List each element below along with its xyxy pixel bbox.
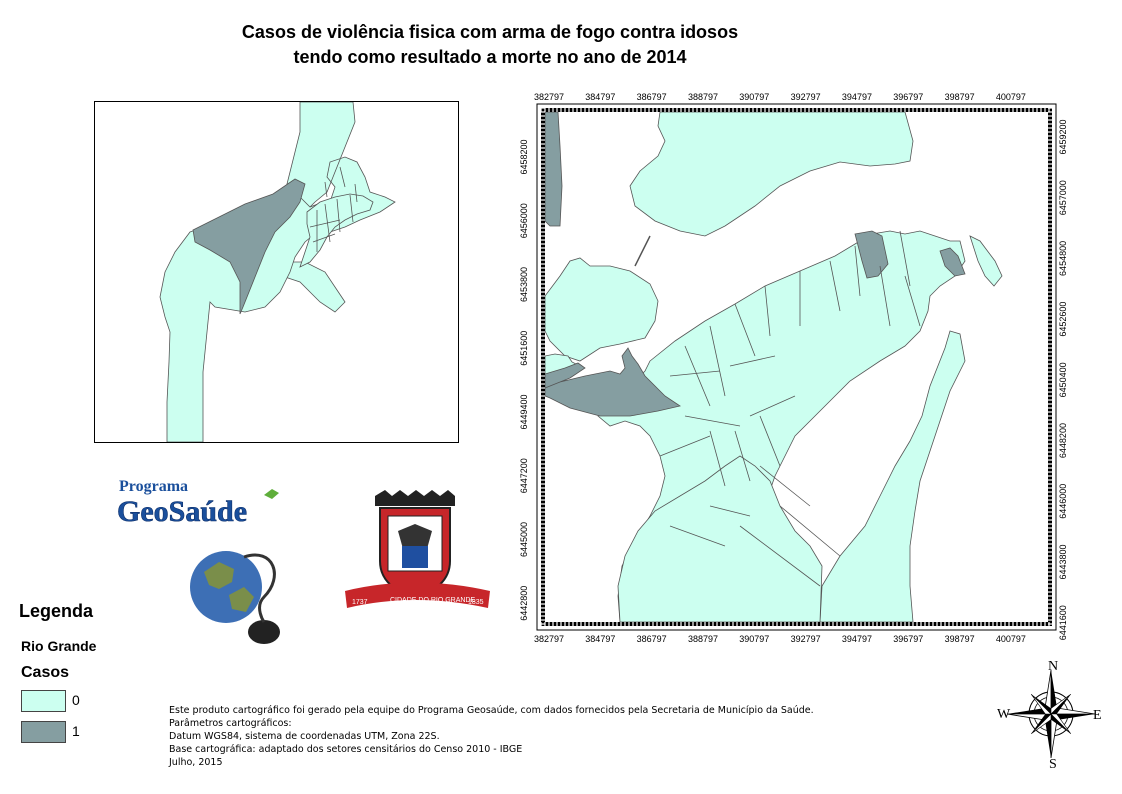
compass-rose-icon: N S E W [997, 659, 1102, 772]
x-label-top: 396797 [893, 92, 923, 102]
compass-n: N [1048, 659, 1058, 674]
x-label-bottom: 384797 [585, 634, 615, 644]
grid-frame-ticks [540, 107, 1052, 626]
mouse-icon [248, 620, 280, 644]
x-label-bottom: 388797 [688, 634, 718, 644]
island-north [629, 112, 914, 237]
city-banner [345, 582, 490, 608]
legend-layer-name: Rio Grande [21, 638, 97, 654]
banner-city-name: CIDADE DO RIO GRANDE [390, 597, 476, 604]
y-label-left: 6445000 [519, 522, 529, 557]
y-label-left: 6442800 [519, 586, 529, 621]
y-label-left: 6458200 [519, 139, 529, 174]
globe-icon [190, 551, 262, 623]
main-map: 382797 384797 386797 388797 390797 392797 3947… [510, 86, 1070, 648]
x-label-bottom: 382797 [534, 634, 564, 644]
x-label-bottom: 396797 [893, 634, 923, 644]
y-label-right: 6441600 [1058, 605, 1068, 640]
logo-geosaude-text: GeoSaúde [117, 495, 247, 528]
coat-of-arms-svg: 1737 CIDADE DO RIO GRANDE 1835 [345, 490, 490, 608]
x-label-bottom: 392797 [791, 634, 821, 644]
credits-line1: Este produto cartográfico foi gerado pel… [169, 705, 814, 716]
legend-heading: Legenda [19, 601, 94, 621]
x-label-top: 398797 [945, 92, 975, 102]
x-label-bottom: 400797 [996, 634, 1026, 644]
y-label-left: 6456000 [519, 203, 529, 238]
banner-year-left: 1737 [352, 599, 368, 606]
x-label-top: 390797 [739, 92, 769, 102]
y-label-right: 6459200 [1058, 119, 1068, 154]
mainland-south-east [819, 330, 966, 622]
credits-line2: Parâmetros cartográficos: [169, 718, 292, 729]
y-label-right: 6443800 [1058, 544, 1068, 579]
legend-label-1: 1 [72, 723, 80, 739]
strip-west-case [545, 112, 563, 227]
geosaude-logo-svg: Programa GeoSaúde [117, 478, 280, 644]
x-label-top: 388797 [688, 92, 718, 102]
main-map-svg: 382797 384797 386797 388797 390797 392797 3947… [519, 92, 1068, 644]
map-credits: Este produto cartográfico foi gerado pel… [169, 704, 814, 769]
x-label-bottom: 390797 [739, 634, 769, 644]
y-label-left: 6451600 [519, 331, 529, 366]
overview-map-svg [159, 101, 396, 443]
y-label-right: 6446000 [1058, 484, 1068, 519]
compass-s: S [1049, 757, 1057, 770]
logo-programa-text: Programa [119, 478, 188, 495]
y-label-left: 6453800 [519, 267, 529, 302]
x-label-bottom: 398797 [945, 634, 975, 644]
y-label-right: 6448200 [1058, 423, 1068, 458]
x-label-top: 386797 [637, 92, 667, 102]
y-label-right: 6457000 [1058, 180, 1068, 215]
sector-case-east-2 [939, 247, 966, 277]
north-east-islets [969, 235, 1003, 287]
legend-field-name: Casos [21, 664, 70, 681]
y-label-left: 6447200 [519, 458, 529, 493]
legend-label-0: 0 [72, 692, 80, 708]
credits-line4: Base cartográfica: adaptado dos setores … [169, 744, 523, 755]
x-label-top: 394797 [842, 92, 872, 102]
city-coat-of-arms: 1737 CIDADE DO RIO GRANDE 1835 [340, 486, 500, 616]
overview-urban-east [299, 193, 374, 268]
x-label-bottom: 386797 [637, 634, 667, 644]
banner-year-right: 1835 [468, 599, 484, 606]
compass-e: E [1093, 708, 1102, 723]
overview-case-region [192, 178, 306, 315]
map-title: Casos de violência fisica com arma de fo… [150, 20, 830, 70]
leaf-icon [264, 489, 279, 499]
x-label-top: 384797 [585, 92, 615, 102]
compass-rose: N S E W [995, 658, 1107, 772]
credits-line3: Datum WGS84, sistema de coordenadas UTM,… [169, 731, 440, 742]
island-west-middle [545, 257, 659, 362]
mainland-south-west [617, 455, 823, 622]
y-label-left: 6449400 [519, 394, 529, 429]
credits-line5: Julho, 2015 [169, 757, 223, 768]
map-title-line1: Casos de violência fisica com arma de fo… [241, 22, 739, 42]
legend-swatch-1 [21, 721, 66, 743]
y-label-right: 6452600 [1058, 302, 1068, 337]
x-label-top: 392797 [791, 92, 821, 102]
x-label-bottom: 394797 [842, 634, 872, 644]
y-label-right: 6450400 [1058, 362, 1068, 397]
overview-map [94, 101, 459, 443]
crown-icon [375, 490, 455, 506]
y-label-right: 6454800 [1058, 241, 1068, 276]
x-label-top: 400797 [996, 92, 1026, 102]
stethoscope-icon [243, 553, 276, 623]
sector-case-west [545, 347, 681, 417]
geosaude-logo: Programa GeoSaúde [114, 477, 324, 652]
compass-w: W [997, 707, 1011, 722]
x-label-top: 382797 [534, 92, 564, 102]
map-title-line2: tendo como resultado a morte no ano de 2… [293, 47, 687, 67]
legend-swatch-0 [21, 690, 66, 712]
